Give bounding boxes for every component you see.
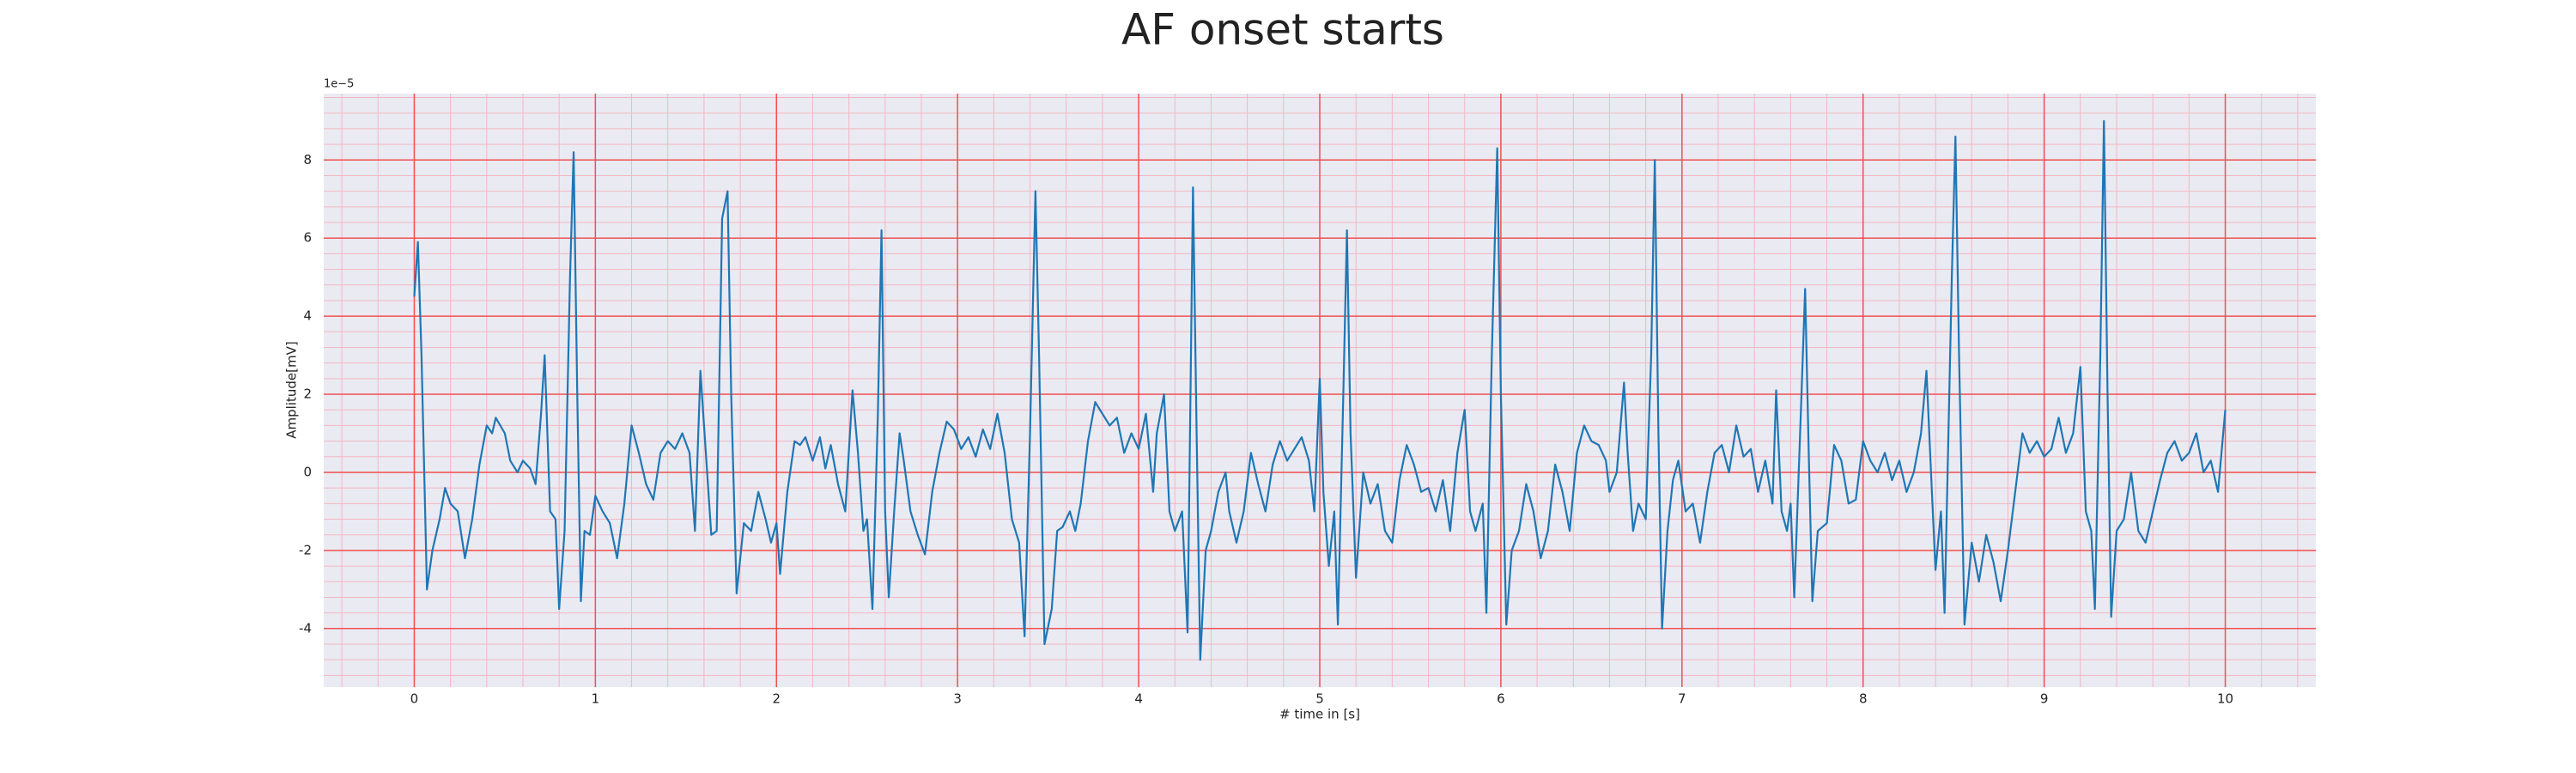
x-tick-label: 1 [592, 691, 600, 707]
y-tick-label: 4 [303, 308, 312, 324]
x-tick-label: 8 [1859, 691, 1868, 707]
x-tick-label: 7 [1678, 691, 1686, 707]
x-tick-label: 0 [410, 691, 419, 707]
x-tick-label: 6 [1497, 691, 1505, 707]
y-tick-label: 2 [303, 386, 312, 402]
x-tick-label: 3 [953, 691, 962, 707]
y-axis-label: Amplitude[mV] [284, 341, 300, 438]
y-tick-label: 8 [303, 152, 312, 167]
x-tick-label: 4 [1134, 691, 1143, 707]
x-tick-label: 5 [1315, 691, 1324, 707]
line [413, 119, 2227, 661]
y-tick-label: -4 [299, 620, 312, 636]
x-tick-label: 2 [772, 691, 781, 707]
chart-title: AF onset starts [1121, 5, 1444, 55]
y-tick-label: 6 [303, 230, 312, 246]
x-tick-label: 10 [2217, 691, 2233, 707]
x-tick-label: 9 [2040, 691, 2049, 707]
x-axis-label: # time in [s] [1279, 707, 1360, 722]
y-tick-label: 0 [303, 464, 312, 479]
marks [413, 119, 2227, 661]
y-tick-label: -2 [299, 542, 312, 557]
y-offset-label: 1e−5 [324, 78, 354, 91]
